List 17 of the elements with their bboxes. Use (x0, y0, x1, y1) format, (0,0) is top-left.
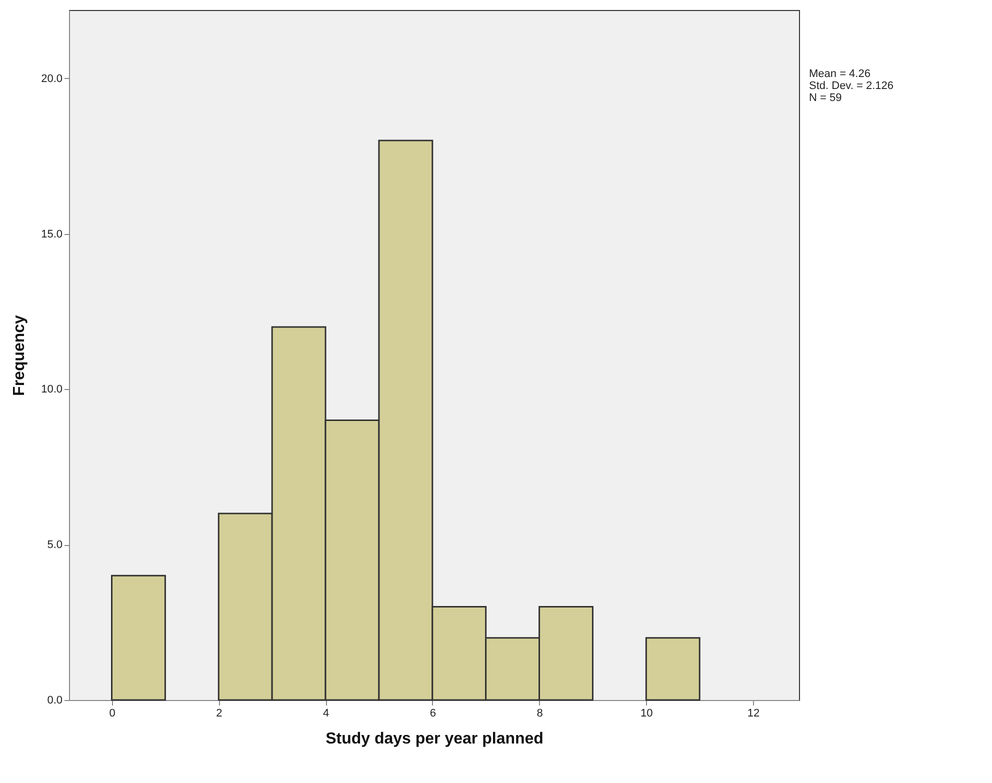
y-tick-label: 15.0 (41, 228, 62, 240)
x-tick-label: 10 (640, 708, 653, 720)
text: Std. Dev. = 2.126 (809, 80, 894, 92)
y-tick-label: 5.0 (47, 539, 62, 552)
y-tick-label: 10.0 (41, 384, 62, 396)
x-tick-label: 2 (216, 708, 222, 720)
x-tick-label: 4 (322, 708, 330, 720)
x-tick-label: 8 (536, 708, 543, 720)
y-axis-title: Frequency (11, 314, 28, 396)
x-tick-label: 12 (747, 708, 760, 720)
x-tick-label: 6 (430, 708, 436, 720)
text: Mean = 4.26 (809, 68, 870, 80)
y-tick-label: 20.0 (41, 72, 62, 85)
x-axis-title: Study days per year planned (326, 730, 544, 748)
y-tick-label: 0.0 (47, 694, 62, 706)
text: N = 59 (809, 92, 842, 104)
x-tick-label: 0 (109, 708, 116, 720)
